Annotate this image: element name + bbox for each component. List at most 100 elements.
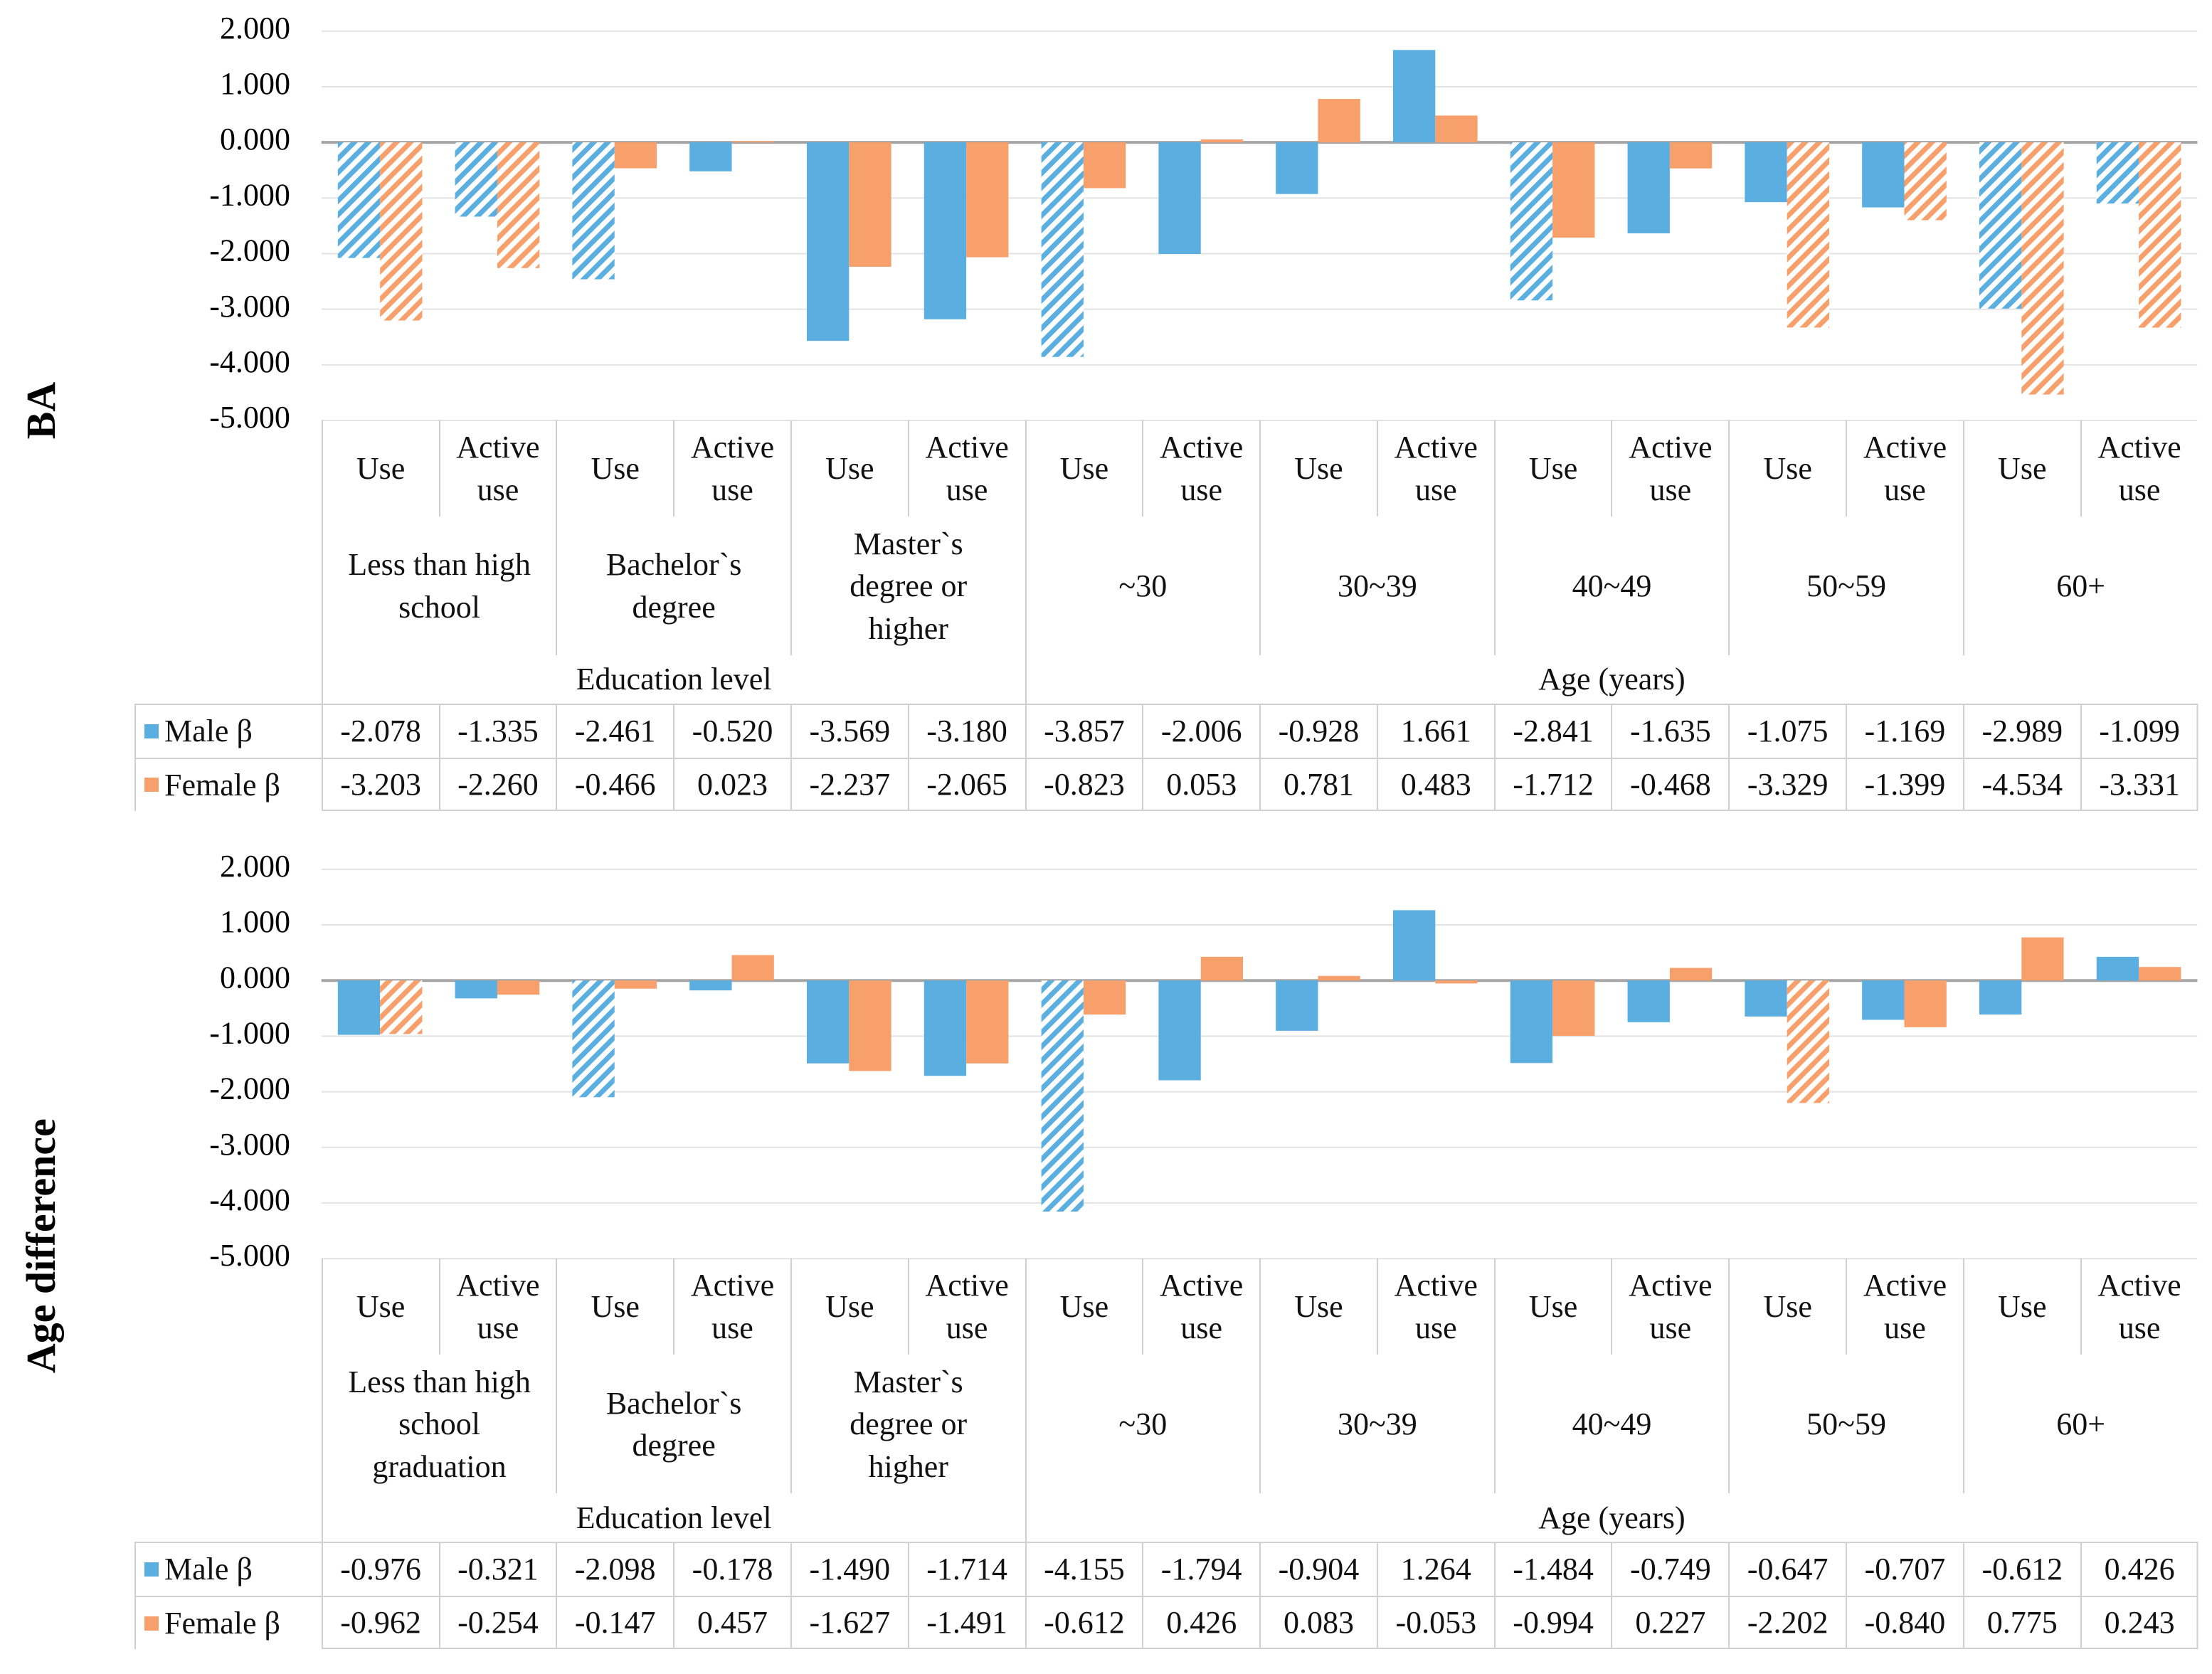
legend-entry: Male β [134,1542,322,1596]
data-value: -0.468 [1611,757,1729,812]
category-label: Use [1962,1259,2080,1355]
data-value: -0.466 [556,757,674,812]
y-tick-label: 0.000 [220,122,290,157]
bar [455,980,497,999]
data-value: 0.781 [1259,757,1377,812]
bar [1200,956,1244,981]
group-label: 50~59 [1728,516,1963,656]
group-label: Less than high school [321,516,556,656]
data-value: 0.227 [1611,1595,1729,1650]
data-value: 1.264 [1376,1542,1494,1596]
bar [2096,142,2139,204]
data-value: -1.490 [790,1542,908,1596]
bar [497,142,540,268]
y-tick-label: 2.000 [220,11,290,46]
data-value: -2.237 [790,757,908,812]
super-group-label: Age (years) [1025,655,2198,704]
category-label: Active use [438,1259,556,1355]
data-value: -0.147 [556,1595,674,1650]
bar [1745,980,1787,1017]
data-value: -1.627 [790,1595,908,1650]
bar [2021,142,2064,395]
data-value: -0.904 [1259,1542,1377,1596]
category-label: Use [1259,1259,1377,1355]
category-label: Use [790,420,908,517]
bar [1435,115,1478,143]
data-value: -3.331 [2080,757,2198,812]
group-label: 50~59 [1728,1355,1963,1494]
data-value: -1.335 [438,704,556,758]
data-value: -2.078 [321,704,439,758]
data-value: -2.841 [1493,704,1612,758]
data-value: -0.254 [438,1595,556,1650]
category-label: Active use [907,1259,1025,1355]
data-value: -1.169 [1846,704,1963,758]
bar [1392,50,1436,143]
bar [1392,910,1436,981]
legend-swatch [144,724,159,738]
category-label: Use [1025,420,1143,517]
y-tick-label: -5.000 [209,1238,290,1273]
group-label: 40~49 [1493,1355,1729,1494]
category-label: Use [1728,420,1846,517]
data-value: -3.180 [907,704,1025,758]
bar [1669,968,1713,981]
data-value: -1.399 [1846,757,1963,812]
legend-label: Male β [164,1552,253,1587]
category-label: Use [1493,1259,1612,1355]
data-value: 0.426 [2080,1542,2198,1596]
data-value: 0.775 [1962,1595,2080,1650]
bar [1787,142,1830,328]
data-value: -1.712 [1493,757,1612,812]
y-tick-label: -3.000 [209,1127,290,1162]
bar [1318,975,1360,981]
data-value: 0.053 [1142,757,1260,812]
legend-entry: Female β [134,1595,322,1650]
data-value: 0.023 [673,757,790,812]
data-value: -0.053 [1376,1595,1494,1650]
bar [455,142,497,217]
bar [1552,142,1595,238]
data-value: -0.976 [321,1542,439,1596]
group-label: 60+ [1962,1355,2198,1494]
y-tick-label: -4.000 [209,1182,290,1217]
bar [1041,980,1084,1212]
category-label: Active use [438,420,556,517]
bar [1158,142,1201,254]
group-label: 30~39 [1259,516,1494,656]
category-label: Use [556,1259,673,1355]
data-value: 0.483 [1376,757,1494,812]
bar [689,980,732,991]
y-axis-label: Age difference [18,1118,64,1373]
bar [2139,967,2181,981]
bar [337,980,381,1035]
bar [1041,142,1084,357]
category-label: Active use [2080,1259,2198,1355]
group-label: Master`s degree or higher [790,516,1025,656]
group-label: Less than high school graduation [321,1355,556,1494]
data-value: -4.534 [1962,757,2080,812]
data-value: -3.857 [1025,704,1143,758]
data-value: -0.178 [673,1542,790,1596]
bar [572,980,615,1098]
group-label: 30~39 [1259,1355,1494,1494]
data-value: -3.203 [321,757,439,812]
bar [614,980,657,989]
bar [1435,980,1478,984]
bar [1745,142,1787,203]
category-label: Active use [1376,1259,1494,1355]
bar [924,142,967,319]
data-value: -1.794 [1142,1542,1260,1596]
category-label: Active use [673,420,790,517]
category-label: Active use [1611,420,1728,517]
bar [1979,142,2022,309]
legend-entry: Female β [134,757,322,812]
bar [1318,99,1360,143]
bar [1627,142,1670,233]
bar [806,142,850,341]
data-value: -1.099 [2080,704,2198,758]
data-value: -1.075 [1728,704,1846,758]
data-value: -1.484 [1493,1542,1612,1596]
data-value: 0.083 [1259,1595,1377,1650]
data-value: -2.989 [1962,704,2080,758]
